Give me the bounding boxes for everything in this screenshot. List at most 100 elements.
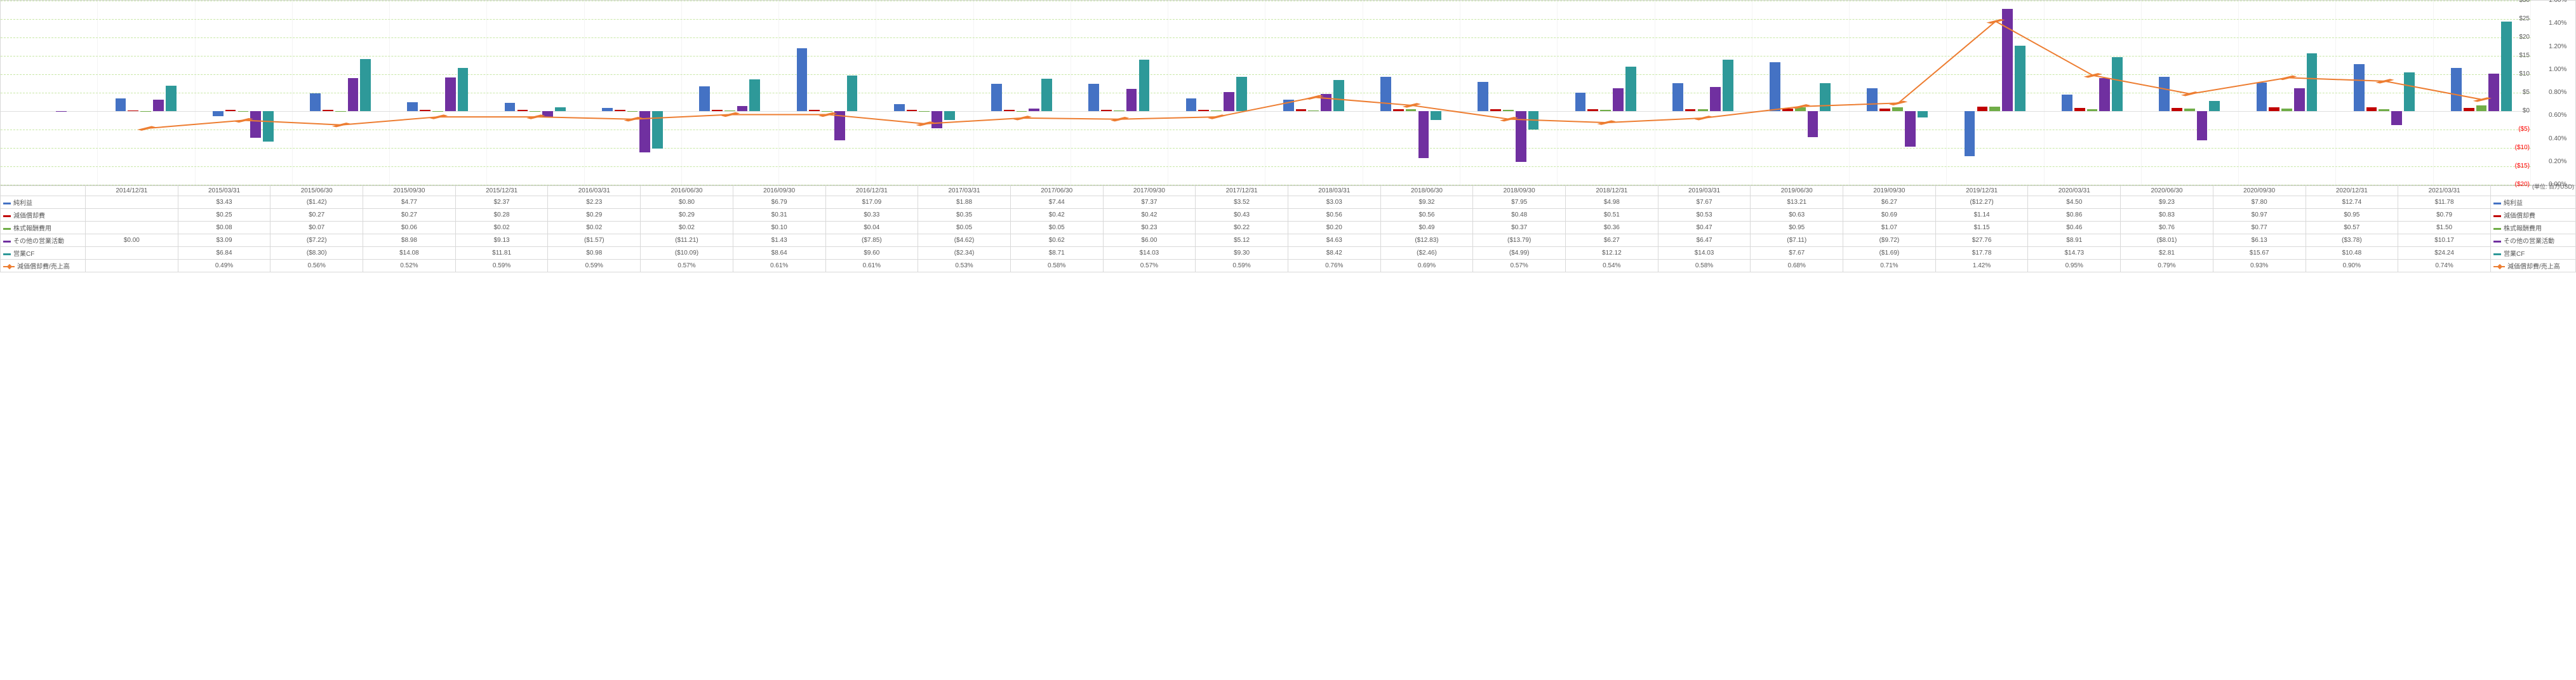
bar-stock_comp (1892, 107, 1903, 111)
bar-depreciation (809, 110, 820, 111)
cell-ratio: 0.57% (641, 260, 733, 272)
bar-depreciation (323, 110, 333, 111)
cell-op_cf: $14.73 (2028, 247, 2121, 260)
cell-op_cf: ($10.09) (641, 247, 733, 260)
legend-op_cf: 営業CF (13, 251, 34, 258)
cell-net_income: $17.09 (825, 196, 918, 209)
cell-depreciation: $0.48 (1473, 209, 1566, 222)
bar-other_ops (639, 111, 650, 152)
cell-net_income: $6.79 (733, 196, 825, 209)
bar-stock_comp (2087, 109, 2098, 111)
bar-stock_comp (1698, 109, 1709, 111)
cell-stock_comp: $1.15 (1935, 222, 2028, 234)
cell-depreciation: $0.25 (178, 209, 270, 222)
bar-other_ops (2294, 88, 2305, 111)
cell-stock_comp: $0.37 (1473, 222, 1566, 234)
cell-stock_comp: $0.02 (641, 222, 733, 234)
period-header: 2018/06/30 (1380, 186, 1473, 196)
bar-op_cf (2501, 22, 2512, 111)
cell-op_cf: $12.12 (1566, 247, 1658, 260)
bar-depreciation (2074, 108, 2085, 111)
cell-depreciation: $0.86 (2028, 209, 2121, 222)
bar-depreciation (1685, 109, 1696, 111)
legend-other_ops: その他の営業活動 (13, 238, 64, 245)
period-header: 2016/06/30 (641, 186, 733, 196)
bar-stock_comp (1503, 110, 1514, 111)
cell-depreciation: $0.29 (641, 209, 733, 222)
cell-net_income: $6.27 (1843, 196, 1936, 209)
period-header: 2021/03/31 (2398, 186, 2491, 196)
cell-op_cf: $17.78 (1935, 247, 2028, 260)
cell-depreciation: $0.79 (2398, 209, 2491, 222)
period-header: 2019/12/31 (1935, 186, 2028, 196)
cell-ratio: 0.52% (363, 260, 456, 272)
cell-stock_comp: $0.76 (2121, 222, 2213, 234)
cell-other_ops: ($9.72) (1843, 234, 1936, 247)
cell-op_cf: $24.24 (2398, 247, 2491, 260)
cell-ratio: 0.59% (1196, 260, 1288, 272)
bar-stock_comp (1600, 110, 1611, 111)
cell-depreciation (86, 209, 178, 222)
cell-op_cf (86, 247, 178, 260)
bar-depreciation (1587, 109, 1598, 111)
bar-other_ops (1905, 111, 1916, 147)
cell-depreciation: $0.95 (2306, 209, 2398, 222)
bar-op_cf (652, 111, 663, 149)
period-header: 2017/12/31 (1196, 186, 1288, 196)
cell-op_cf: ($2.46) (1380, 247, 1473, 260)
cell-depreciation: $0.42 (1010, 209, 1103, 222)
cell-ratio: 0.95% (2028, 260, 2121, 272)
cell-net_income: $7.80 (2213, 196, 2306, 209)
cell-ratio: 0.61% (825, 260, 918, 272)
legend-stock_comp: 株式報酬費用 (13, 225, 51, 232)
cell-stock_comp: $0.06 (363, 222, 456, 234)
bar-net_income (1186, 98, 1197, 111)
cell-net_income: $4.98 (1566, 196, 1658, 209)
cell-stock_comp: $0.08 (178, 222, 270, 234)
bar-op_cf (1431, 111, 1441, 120)
bar-net_income (1672, 83, 1683, 111)
y2-tick: 1.00% (2549, 66, 2566, 73)
bar-depreciation (1198, 110, 1209, 111)
period-header: 2018/03/31 (1288, 186, 1380, 196)
cell-net_income: $11.78 (2398, 196, 2491, 209)
legend-ratio: 減価償却費/売上高 (2507, 263, 2560, 270)
bar-op_cf (1528, 111, 1539, 130)
cell-net_income: $3.52 (1196, 196, 1288, 209)
bar-op_cf (555, 107, 566, 111)
bar-depreciation (1977, 107, 1988, 111)
y2-tick: 1.20% (2549, 43, 2566, 50)
cell-stock_comp: $1.50 (2398, 222, 2491, 234)
bar-op_cf (1918, 111, 1928, 117)
bar-net_income (2257, 83, 2267, 111)
bar-other_ops (542, 111, 553, 117)
period-header: 2015/12/31 (455, 186, 548, 196)
bar-net_income (699, 86, 710, 111)
bar-depreciation (420, 110, 430, 111)
cell-net_income: $3.43 (178, 196, 270, 209)
cell-net_income: $9.32 (1380, 196, 1473, 209)
cell-ratio: 0.58% (1010, 260, 1103, 272)
bar-depreciation (615, 110, 625, 111)
bar-net_income (407, 102, 418, 111)
cell-stock_comp: $0.05 (1010, 222, 1103, 234)
cell-net_income: $7.44 (1010, 196, 1103, 209)
bar-stock_comp (1406, 109, 1417, 111)
bar-net_income (1965, 111, 1975, 156)
bar-other_ops (2197, 111, 2208, 140)
bar-other_ops (931, 111, 942, 128)
period-header: 2015/09/30 (363, 186, 456, 196)
bar-stock_comp (530, 111, 540, 112)
cell-net_income: $2.23 (548, 196, 641, 209)
cell-other_ops: ($8.01) (2121, 234, 2213, 247)
period-header: 2020/06/30 (2121, 186, 2213, 196)
bar-depreciation (2366, 107, 2377, 111)
cell-ratio: 1.42% (1935, 260, 2028, 272)
period-header: 2016/03/31 (548, 186, 641, 196)
cell-depreciation: $0.35 (918, 209, 1011, 222)
bar-net_income (602, 108, 613, 111)
bar-stock_comp (2281, 109, 2292, 111)
cell-ratio: 0.53% (918, 260, 1011, 272)
bar-depreciation (1393, 109, 1404, 111)
cell-net_income: $7.67 (1658, 196, 1751, 209)
